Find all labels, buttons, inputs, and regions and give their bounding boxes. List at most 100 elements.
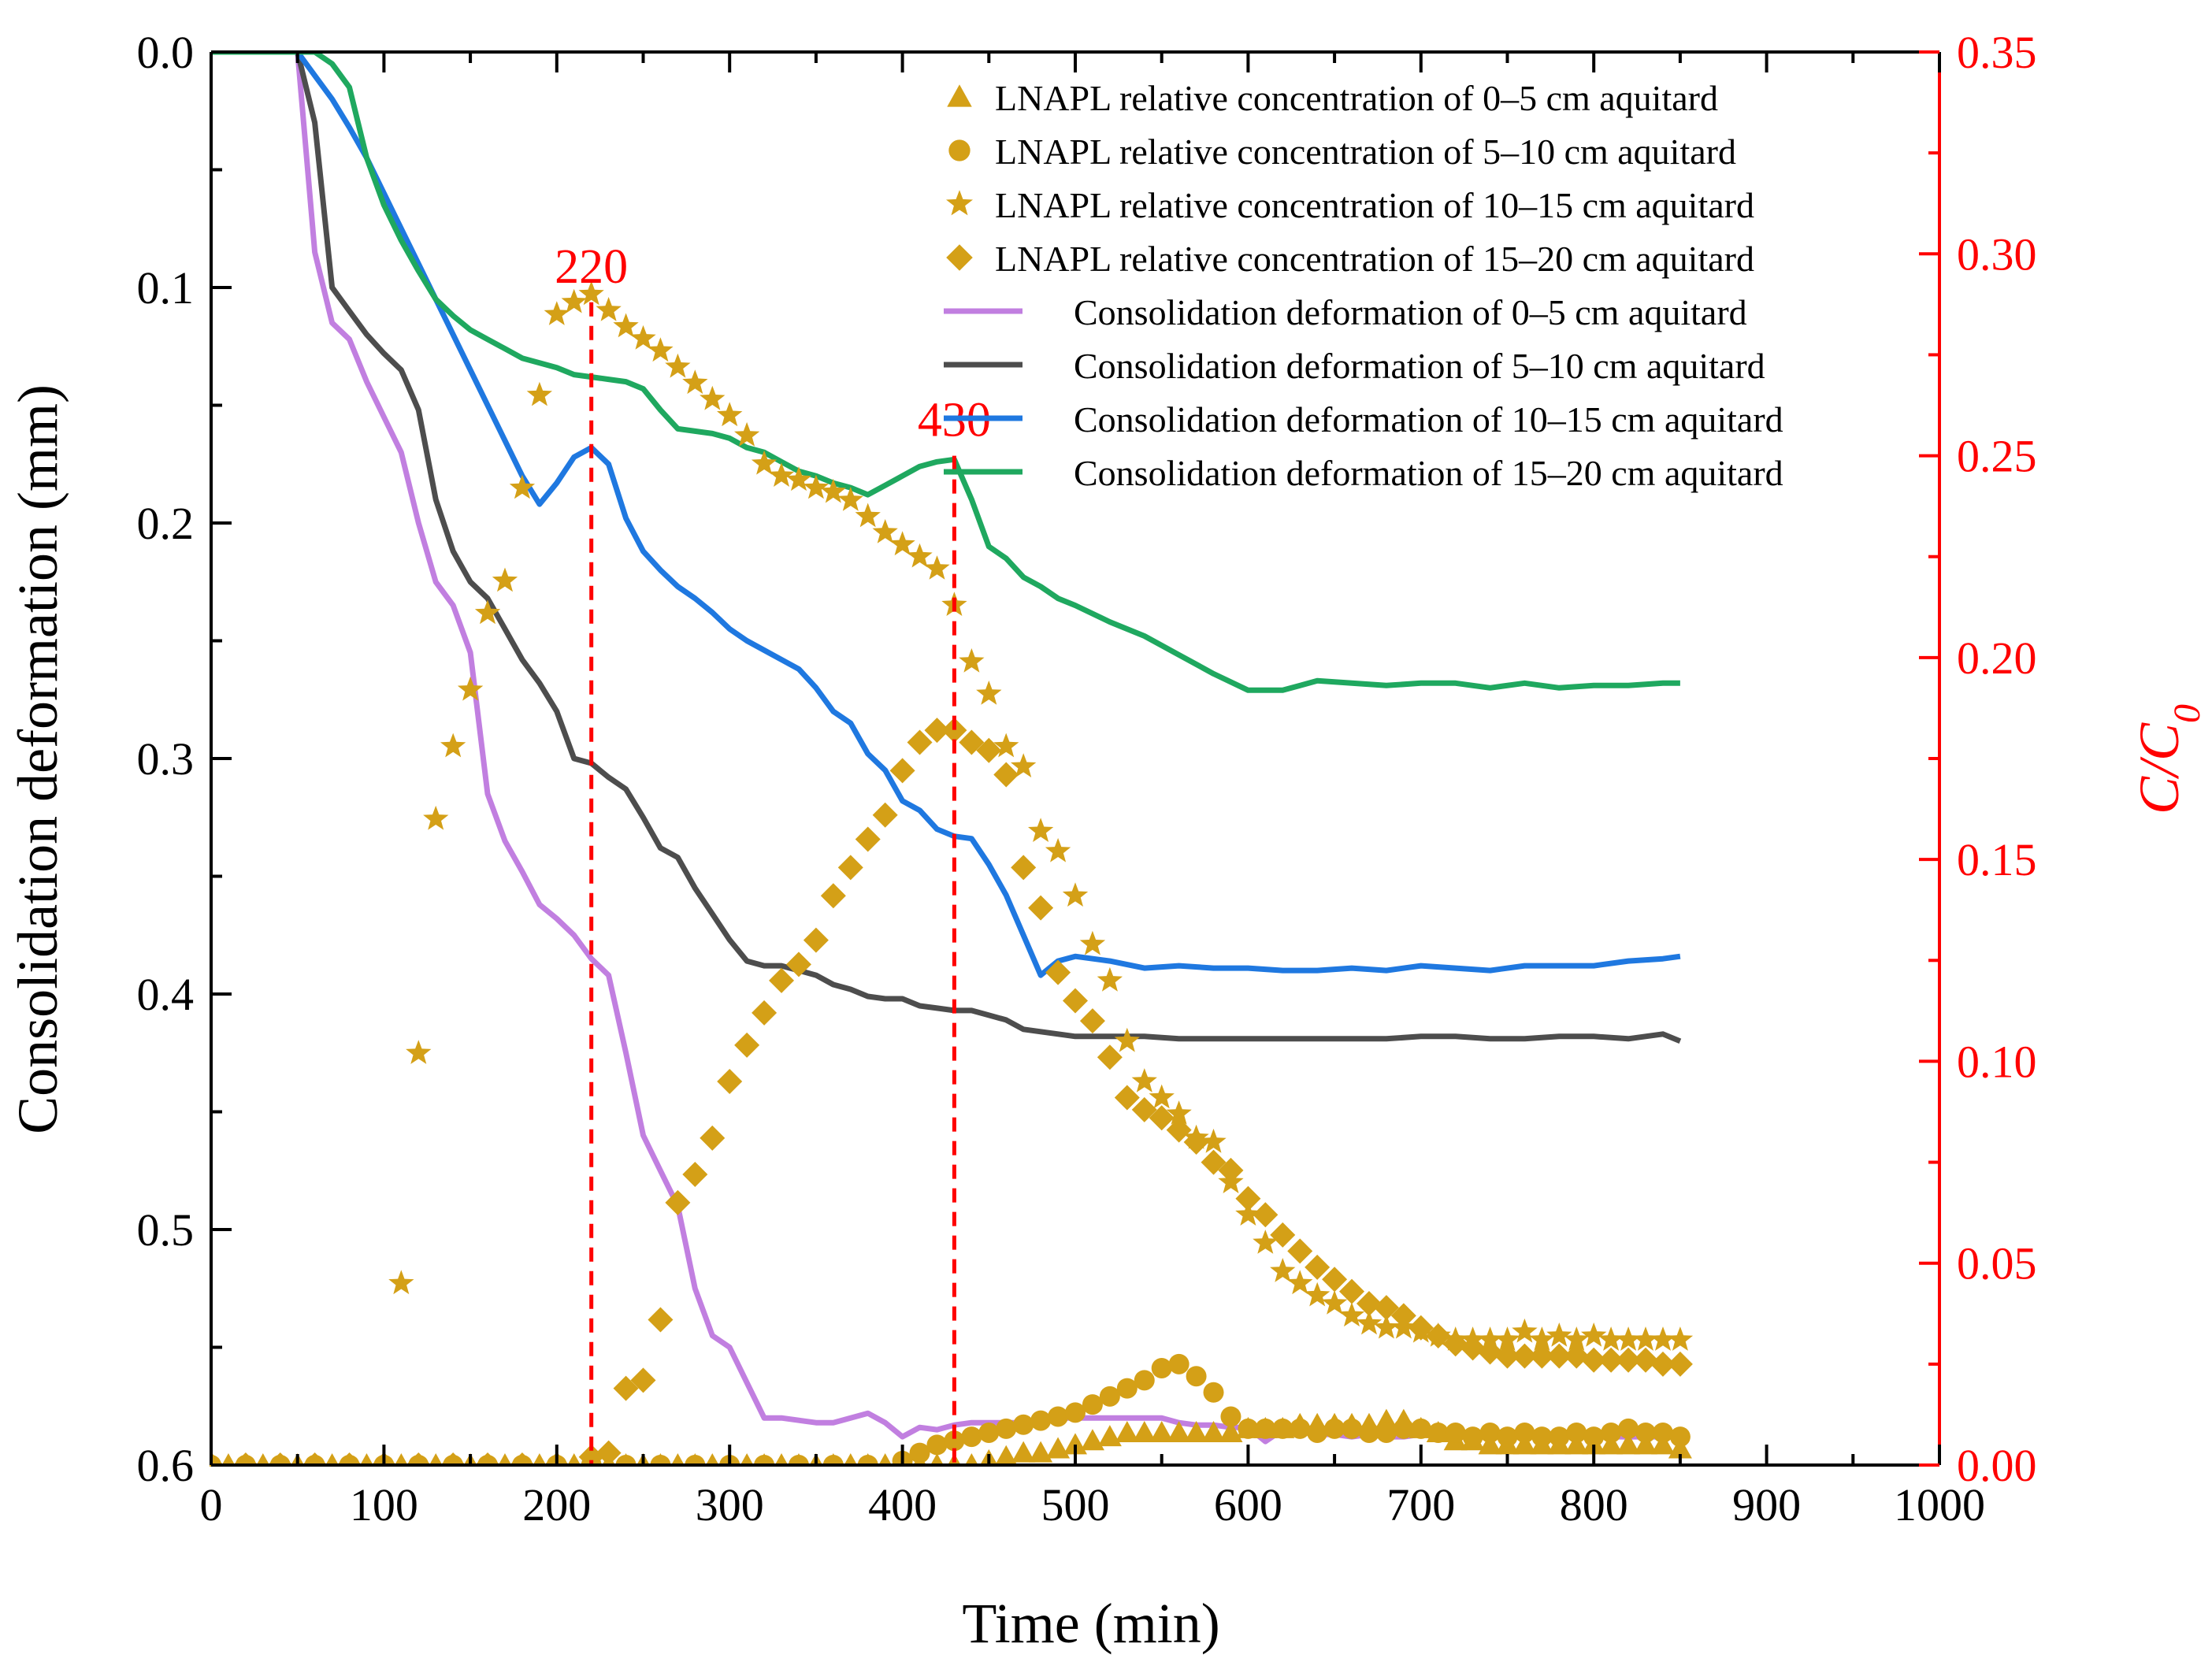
star-marker [526, 381, 552, 406]
star-marker [1598, 1326, 1624, 1351]
circle-marker [1342, 1418, 1363, 1439]
star-marker [682, 369, 708, 395]
star-marker [993, 733, 1019, 758]
diamond-marker [1322, 1267, 1348, 1293]
diamond-marker [976, 737, 1002, 763]
circle-marker [978, 1422, 1000, 1443]
diamond-marker [1529, 1343, 1555, 1369]
star-marker [1581, 1322, 1607, 1347]
star-marker [1667, 1326, 1694, 1351]
star-marker [872, 519, 898, 543]
star-marker [820, 478, 846, 503]
x-tick-label: 500 [1041, 1479, 1110, 1530]
circle-marker [1497, 1426, 1518, 1448]
circle-marker [1238, 1418, 1259, 1439]
triangle-marker [1080, 1429, 1104, 1451]
star-marker [1321, 1290, 1348, 1315]
y-left-tick-label: 0.3 [137, 733, 195, 785]
diamond-marker [267, 1452, 293, 1467]
star-marker [1546, 1322, 1572, 1347]
circle-marker [1669, 1426, 1691, 1448]
star-marker [474, 599, 501, 625]
diamond-marker [924, 718, 950, 744]
triangle-marker [393, 1453, 409, 1467]
circle-marker [1151, 1357, 1172, 1378]
star-marker [1097, 966, 1123, 992]
star-marker [1011, 753, 1037, 777]
x-tick-label: 200 [522, 1479, 591, 1530]
circle-marker [1393, 1418, 1414, 1439]
star-marker [946, 190, 973, 216]
diamond-marker [1201, 1149, 1227, 1175]
diamond-marker [941, 718, 967, 744]
diamond-marker [872, 802, 898, 828]
y-right-tick-label: 0.05 [1957, 1238, 2037, 1289]
diamond-marker [959, 729, 985, 755]
diamond-marker [1339, 1278, 1365, 1304]
star-marker [509, 474, 536, 499]
triangle-marker [1029, 1441, 1053, 1463]
circle-marker [1358, 1422, 1379, 1443]
star-marker [406, 1040, 432, 1064]
circle-marker [1065, 1402, 1086, 1423]
diamond-marker [1131, 1096, 1157, 1122]
diamond-marker [1373, 1295, 1399, 1321]
diamond-marker [1028, 895, 1054, 921]
triangle-marker [1011, 1441, 1036, 1463]
triangle-marker [1599, 1433, 1624, 1455]
triangle-marker [704, 1453, 720, 1467]
diamond-marker [1149, 1105, 1175, 1131]
triangle-marker [774, 1453, 789, 1467]
star-marker [1564, 1326, 1590, 1351]
star-marker [1114, 1027, 1140, 1052]
diamond-marker [1512, 1343, 1538, 1369]
star-marker [1079, 930, 1106, 955]
y-right-tick-label: 0.10 [1957, 1036, 2037, 1087]
y-right-tick-label: 0.30 [1957, 228, 2037, 280]
x-tick-label: 900 [1732, 1479, 1801, 1530]
diamond-marker [889, 758, 915, 784]
diamond-marker [440, 1452, 466, 1467]
x-tick-label: 600 [1214, 1479, 1282, 1530]
star-marker [700, 385, 726, 410]
y-right-tick-label: 0.25 [1957, 431, 2037, 482]
legend: LNAPL relative concentration of 0–5 cm a… [944, 78, 1783, 493]
y-left-tick-label: 0.6 [137, 1440, 195, 1491]
diamond-marker [613, 1375, 639, 1401]
diamond-marker [1011, 855, 1037, 881]
ticks: 0 100 200 300 400 500 600 700 800 900 1000 0.0 0.1 0.… [137, 27, 2037, 1530]
star-marker [959, 648, 985, 673]
triangle-marker [221, 1453, 236, 1467]
diamond-marker [596, 1440, 622, 1466]
circle-marker [1410, 1418, 1431, 1439]
triangle-marker [1201, 1420, 1226, 1442]
diamond-marker [336, 1452, 362, 1467]
triangle-marker [1219, 1420, 1243, 1442]
diamond-marker [1166, 1117, 1192, 1143]
circle-marker [1082, 1394, 1103, 1415]
triangle-marker [739, 1453, 755, 1467]
triangle-marker [670, 1453, 685, 1467]
y-axis-right-title-sub: 0 [2166, 704, 2208, 723]
star-marker [1512, 1318, 1538, 1343]
circle-marker [1583, 1426, 1605, 1448]
diamond-marker [578, 1444, 604, 1467]
diamond-marker [1667, 1351, 1693, 1377]
star-marker [1477, 1326, 1503, 1351]
diamond-marker [1581, 1347, 1607, 1373]
circle-marker [961, 1426, 982, 1448]
y-right-tick-label: 0.15 [1957, 834, 2037, 885]
diamond-marker [1218, 1157, 1244, 1183]
diamond-marker [1564, 1343, 1590, 1369]
diamond-marker [1460, 1335, 1486, 1361]
star-marker [561, 288, 587, 313]
diamond-marker [1598, 1347, 1624, 1373]
star-marker [1650, 1326, 1676, 1351]
triangle-marker [325, 1453, 340, 1467]
circle-marker [1324, 1418, 1345, 1439]
diamond-marker [1494, 1343, 1520, 1369]
star-marker [544, 301, 570, 325]
star-marker [1373, 1314, 1400, 1339]
x-tick-label: 1000 [1894, 1479, 1985, 1530]
